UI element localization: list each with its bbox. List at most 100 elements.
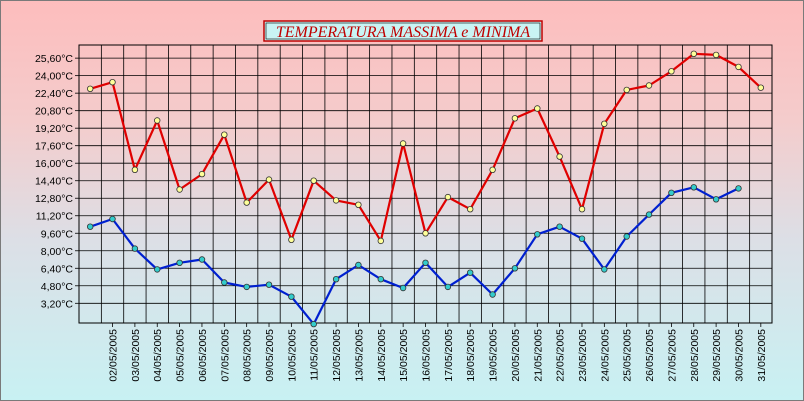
data-point bbox=[511, 265, 519, 272]
data-point bbox=[221, 131, 228, 138]
y-tick-label: 19,20°C bbox=[35, 123, 73, 135]
data-point bbox=[310, 320, 317, 328]
data-point bbox=[198, 256, 206, 263]
y-tick-label: 8,00°C bbox=[41, 246, 74, 258]
data-point bbox=[176, 186, 183, 193]
data-point bbox=[109, 78, 116, 86]
x-tick-label: 22/05/2005 bbox=[555, 329, 567, 382]
x-tick-label: 25/05/2005 bbox=[622, 329, 634, 382]
data-point bbox=[153, 117, 161, 124]
data-point bbox=[578, 205, 586, 213]
x-tick-label: 19/05/2005 bbox=[488, 329, 500, 382]
data-point bbox=[422, 230, 429, 237]
data-point bbox=[489, 291, 496, 298]
x-tick-label: 09/05/2005 bbox=[264, 329, 276, 382]
x-tick-label: 29/05/2005 bbox=[711, 329, 723, 382]
y-tick-label: 14,40°C bbox=[35, 176, 73, 188]
data-point bbox=[556, 223, 563, 230]
x-tick-label: 17/05/2005 bbox=[443, 329, 455, 382]
data-point bbox=[198, 170, 206, 178]
data-point bbox=[444, 283, 452, 291]
y-tick-label: 24,00°C bbox=[35, 71, 73, 83]
x-tick-label: 02/05/2005 bbox=[108, 329, 120, 382]
data-point bbox=[221, 279, 228, 286]
data-point bbox=[690, 50, 697, 57]
x-tick-label: 05/05/2005 bbox=[175, 329, 187, 382]
data-point bbox=[243, 199, 250, 206]
x-tick-label: 13/05/2005 bbox=[353, 329, 365, 382]
data-point bbox=[668, 68, 675, 75]
x-tick-label: 08/05/2005 bbox=[242, 329, 254, 382]
data-point bbox=[355, 201, 362, 208]
x-tick-label: 07/05/2005 bbox=[219, 329, 231, 382]
x-tick-label: 14/05/2005 bbox=[376, 329, 388, 382]
y-tick-label: 22,40°C bbox=[35, 88, 73, 100]
x-tick-label: 27/05/2005 bbox=[666, 329, 678, 382]
data-point bbox=[377, 276, 384, 283]
data-point bbox=[601, 120, 608, 127]
data-point bbox=[265, 176, 273, 183]
data-point bbox=[109, 215, 116, 223]
data-point bbox=[712, 51, 720, 59]
y-tick-label: 6,40°C bbox=[41, 263, 74, 275]
data-point bbox=[668, 189, 675, 196]
x-tick-label: 20/05/2005 bbox=[510, 329, 522, 382]
data-point bbox=[578, 235, 586, 242]
data-point bbox=[467, 269, 474, 276]
x-tick-label: 16/05/2005 bbox=[421, 329, 433, 382]
data-point bbox=[690, 184, 697, 191]
data-point bbox=[556, 153, 563, 160]
y-tick-label: 9,60°C bbox=[41, 228, 74, 240]
data-point bbox=[534, 105, 541, 112]
x-axis: 02/05/2005 03/05/2005 04/05/2005 05/05/2005… bbox=[108, 323, 768, 382]
data-point bbox=[265, 281, 273, 288]
series-lines bbox=[86, 50, 764, 328]
data-point bbox=[735, 185, 742, 192]
x-tick-label: 03/05/2005 bbox=[130, 329, 142, 382]
x-tick-label: 10/05/2005 bbox=[286, 329, 298, 382]
y-tick-label: 17,60°C bbox=[35, 141, 73, 153]
y-tick-label: 4,80°C bbox=[41, 281, 74, 293]
x-tick-label: 18/05/2005 bbox=[465, 329, 477, 382]
data-point bbox=[288, 293, 295, 300]
data-point bbox=[422, 259, 429, 266]
data-point bbox=[355, 261, 362, 269]
chart-title: TEMPERATURA MASSIMA e MINIMA bbox=[276, 24, 531, 41]
x-tick-label: 28/05/2005 bbox=[689, 329, 701, 382]
x-tick-label: 11/05/2005 bbox=[309, 329, 321, 381]
data-point bbox=[645, 82, 653, 89]
data-point bbox=[153, 266, 161, 273]
data-point bbox=[86, 223, 94, 230]
data-point bbox=[511, 115, 519, 122]
x-tick-label: 24/05/2005 bbox=[599, 329, 611, 382]
x-tick-label: 12/05/2005 bbox=[331, 329, 343, 382]
data-point bbox=[623, 233, 630, 240]
data-point bbox=[288, 236, 295, 243]
x-tick-label: 31/05/2005 bbox=[756, 329, 768, 382]
data-point bbox=[534, 231, 541, 238]
y-tick-label: 11,20°C bbox=[36, 211, 74, 223]
data-point bbox=[86, 85, 94, 92]
data-point bbox=[399, 140, 407, 147]
y-tick-label: 16,00°C bbox=[35, 158, 73, 170]
data-point bbox=[467, 205, 474, 213]
data-point bbox=[176, 259, 183, 266]
data-point bbox=[243, 283, 250, 291]
data-point bbox=[332, 276, 340, 283]
x-tick-label: 04/05/2005 bbox=[152, 329, 164, 382]
y-tick-label: 20,80°C bbox=[35, 106, 73, 118]
data-point bbox=[601, 266, 608, 273]
data-point bbox=[444, 193, 452, 201]
data-point bbox=[623, 86, 630, 94]
y-tick-label: 12,80°C bbox=[35, 193, 73, 205]
grid bbox=[79, 45, 772, 323]
series-line-2 bbox=[89, 186, 739, 326]
data-point bbox=[399, 284, 407, 292]
data-point bbox=[645, 211, 653, 218]
x-tick-label: 21/05/2005 bbox=[532, 329, 544, 382]
chart-title-box: TEMPERATURA MASSIMA e MINIMA bbox=[263, 20, 543, 42]
data-point bbox=[377, 237, 384, 245]
x-tick-label: 30/05/2005 bbox=[733, 329, 745, 382]
